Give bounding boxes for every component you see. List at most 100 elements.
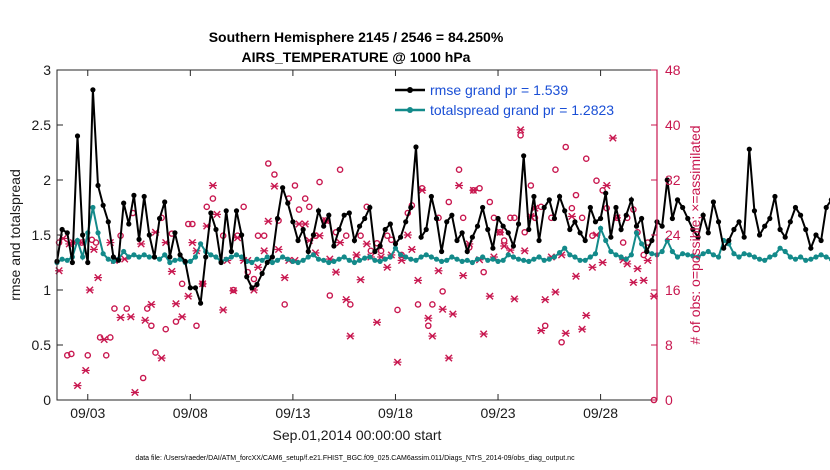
obs-possible-marker: [511, 214, 518, 222]
totalspread-point: [500, 257, 506, 263]
rmse-point: [705, 230, 711, 236]
obs-assimilated-marker: [428, 332, 437, 340]
totalspread-point: [485, 257, 491, 263]
totalspread-point: [208, 252, 214, 258]
obs-possible-marker: [558, 338, 565, 346]
totalspread-point: [803, 257, 809, 263]
chart-title-line1: Southern Hemisphere 2145 / 2546 = 84.250…: [209, 29, 504, 45]
rmse-point: [515, 221, 522, 227]
rmse-point: [259, 270, 265, 277]
obs-possible-marker: [599, 187, 606, 194]
rmse-point: [546, 197, 552, 203]
obs-assimilated-marker: [208, 181, 217, 190]
obs-possible-marker: [347, 301, 354, 308]
totalspread-point: [423, 252, 429, 258]
rmse-point: [203, 254, 209, 260]
totalspread-point: [444, 257, 450, 263]
obs-assimilated-marker: [130, 388, 139, 397]
rmse-point: [403, 219, 409, 225]
rmse-point: [731, 226, 737, 233]
totalspread-point: [372, 257, 378, 263]
totalspread-point: [613, 252, 619, 258]
rmse-point: [762, 223, 768, 229]
rmse-point: [264, 259, 270, 266]
rmse-point: [597, 215, 604, 222]
obs-assimilated-marker: [643, 256, 652, 265]
obs-assimilated-marker: [331, 268, 340, 276]
obs-possible-marker: [578, 214, 586, 222]
obs-possible-marker: [500, 237, 508, 244]
rmse-point: [490, 245, 496, 251]
totalspread-point: [305, 254, 311, 260]
y-tick-label: 0: [43, 392, 51, 408]
rmse-point: [633, 223, 640, 229]
obs-possible-marker: [102, 352, 110, 359]
obs-assimilated-marker: [301, 220, 310, 228]
rmse-point: [382, 226, 388, 233]
rmse-point: [156, 215, 163, 222]
totalspread-point: [495, 258, 501, 264]
obs-possible-marker: [517, 132, 524, 139]
obs-assimilated-marker: [254, 263, 263, 272]
totalspread-point: [356, 257, 363, 263]
obs-possible-marker: [148, 322, 155, 330]
totalspread-point: [321, 257, 327, 263]
obs-assimilated-marker: [561, 329, 570, 338]
obs-possible-marker: [326, 292, 334, 299]
rmse-point: [397, 234, 404, 240]
obs-possible-marker: [640, 251, 647, 259]
totalspread-point: [823, 254, 829, 260]
totalspread-point: [762, 257, 768, 263]
totalspread-point: [782, 248, 788, 255]
rmse-point: [213, 226, 219, 233]
obs-possible-marker: [306, 203, 313, 211]
rmse-point: [710, 199, 717, 205]
obs-assimilated-marker: [567, 212, 576, 221]
obs-possible-marker: [455, 166, 463, 173]
obs-assimilated-marker: [571, 272, 580, 280]
rmse-point: [556, 193, 563, 200]
obs-assimilated-marker: [373, 318, 381, 327]
rmse-point: [218, 259, 224, 266]
obs-possible-marker: [377, 247, 385, 255]
obs-possible-marker: [271, 171, 278, 178]
obs-possible-marker: [254, 232, 262, 239]
obs-possible-marker: [357, 232, 364, 239]
rmse-point: [326, 212, 332, 218]
obs-possible-marker: [480, 268, 487, 276]
rmse-point: [151, 254, 158, 260]
rmse-point: [136, 236, 142, 242]
totalspread-point: [362, 255, 368, 261]
obs-assimilated-marker: [219, 306, 228, 314]
totalspread-point: [608, 248, 614, 255]
obs-possible-marker: [562, 143, 570, 151]
rmse-point: [223, 208, 229, 214]
obs-possible-marker: [572, 191, 580, 199]
rmse-point: [341, 212, 347, 218]
rmse-point: [577, 230, 583, 236]
rmse-point: [290, 219, 296, 225]
totalspread-point: [751, 254, 758, 260]
totalspread-point: [449, 254, 455, 260]
series-layer: [54, 87, 830, 404]
rmse-point: [603, 190, 609, 196]
legend-spread-marker: [407, 107, 413, 113]
totalspread-point: [541, 257, 547, 263]
obs-assimilated-marker: [352, 251, 361, 259]
totalspread-point: [264, 254, 270, 260]
rmse-point: [454, 237, 460, 244]
obs-assimilated-marker: [171, 300, 180, 308]
rmse-point: [362, 215, 368, 222]
totalspread-point: [341, 254, 347, 260]
rmse-point: [100, 202, 106, 208]
obs-possible-marker: [301, 195, 309, 202]
totalspread-point: [367, 254, 373, 260]
rmse-point: [756, 232, 763, 238]
totalspread-point: [731, 251, 737, 257]
obs-assimilated-marker: [116, 313, 125, 322]
totalspread-point: [167, 259, 173, 266]
totalspread-point: [818, 252, 824, 258]
obs-possible-marker: [240, 203, 247, 211]
obs-possible-marker: [589, 232, 596, 239]
rmse-point: [377, 243, 383, 249]
